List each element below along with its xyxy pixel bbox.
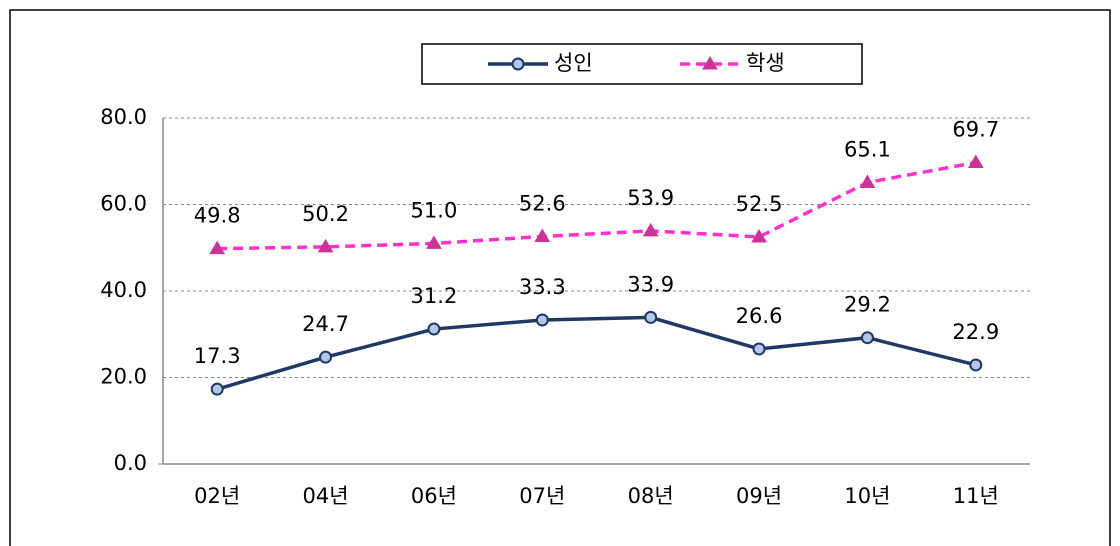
point [752,342,766,356]
point [427,322,441,336]
data-label: 26.6 [736,304,783,328]
x-tick-label: 10년 [844,484,890,508]
point [426,235,442,249]
x-tick-label: 02년 [194,484,240,508]
y-tick-label: 80.0 [100,105,147,129]
point [534,228,551,243]
data-label: 24.7 [302,312,349,336]
y-tick-label: 0.0 [114,451,147,475]
point [967,154,984,169]
data-label: 50.2 [302,202,349,226]
x-tick-label: 08년 [628,484,674,508]
data-label: 52.6 [519,192,566,216]
point [210,382,224,396]
point [317,238,334,253]
legend-box [421,43,863,85]
x-tick-label: 11년 [953,484,999,508]
point [969,358,983,372]
legend-label: 성인 [554,51,593,75]
point [535,313,549,327]
data-label: 29.2 [844,293,891,317]
x-tick-label: 04년 [303,484,349,508]
point [859,174,876,188]
data-label: 51.0 [411,198,458,222]
data-label: 49.8 [194,204,241,228]
data-label: 17.3 [194,344,241,368]
frame [9,9,1111,546]
data-label: 33.9 [627,272,674,296]
data-label: 33.3 [519,275,566,299]
x-tick-label: 07년 [519,484,565,508]
point [751,228,767,243]
y-tick-label: 60.0 [100,192,147,216]
data-label: 52.5 [736,192,783,216]
y-tick-label: 20.0 [100,365,147,389]
legend-marker [702,56,718,70]
data-label: 31.2 [411,284,458,308]
series-line [216,315,977,391]
data-label: 22.9 [952,320,999,344]
point [642,222,659,237]
data-label: 53.9 [627,186,674,210]
legend-label: 학생 [746,51,785,75]
x-tick-label: 09년 [736,484,782,508]
point [860,331,874,345]
data-label: 65.1 [844,137,891,161]
point [209,240,226,255]
legend-marker [511,57,525,71]
series-line [217,160,977,251]
point [319,350,333,364]
y-tick-label: 40.0 [100,278,147,302]
data-label: 69.7 [952,118,999,142]
x-tick-label: 06년 [411,484,457,508]
point [644,310,658,324]
